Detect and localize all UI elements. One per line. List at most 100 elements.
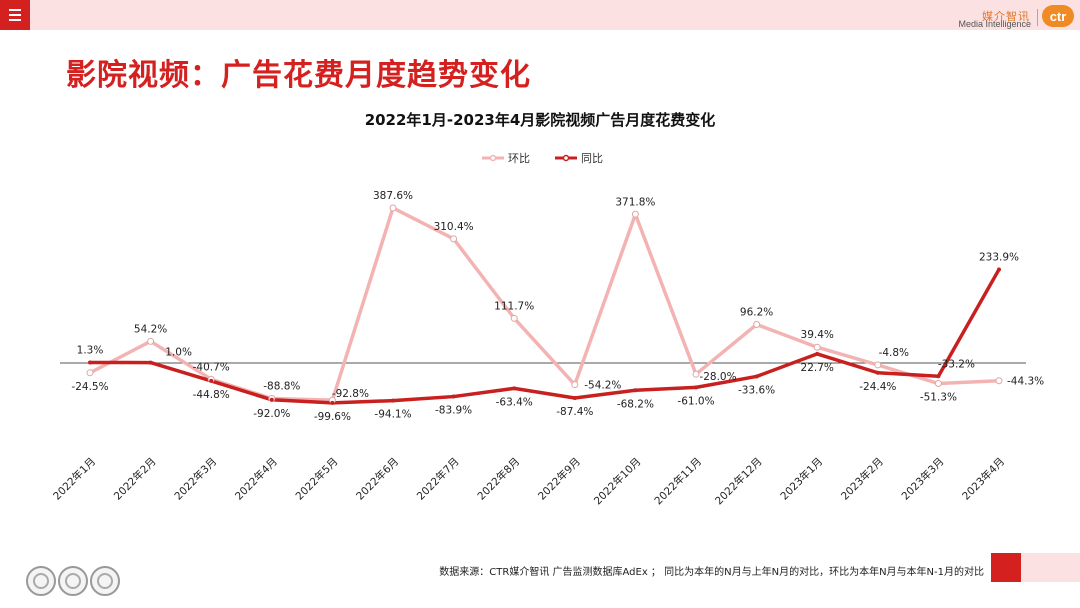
data-label-series-1: 1.3% <box>77 344 104 356</box>
certification-badges <box>26 566 120 596</box>
data-label-series-1: -61.0% <box>677 395 714 407</box>
data-label-series-1: -63.4% <box>496 396 533 408</box>
series-1-point <box>209 378 214 383</box>
series-0-point <box>813 343 821 351</box>
data-label-series-0: -28.0% <box>699 371 736 383</box>
x-tick-label: 2022年6月 <box>353 455 401 503</box>
series-1-point <box>269 397 274 402</box>
data-label-series-0: -92.8% <box>332 388 369 400</box>
series-0-point <box>995 377 1003 385</box>
series-0-point <box>571 381 579 389</box>
data-label-series-1: 1.0% <box>165 347 192 359</box>
data-label-series-0: 111.7% <box>494 300 534 312</box>
series-0-point <box>450 235 458 243</box>
x-tick-label: 2022年2月 <box>111 455 159 503</box>
certification-badge-icon <box>90 566 120 596</box>
data-label-series-0: -51.3% <box>920 392 957 404</box>
brand-divider <box>1037 9 1038 26</box>
x-tick-label: 2023年4月 <box>959 455 1007 503</box>
x-axis-ticks: 2022年1月 2022年2月 2022年3月 2022年4月 2022年5月 2022年… <box>50 455 1007 507</box>
data-label-series-1: -87.4% <box>556 406 593 418</box>
data-label-series-0: 387.6% <box>373 190 413 202</box>
data-label-series-0: 54.2% <box>134 323 167 335</box>
series-1-point <box>88 360 92 365</box>
data-label-series-1: 233.9% <box>979 251 1019 263</box>
series-1-point <box>391 398 395 403</box>
series-1-point <box>997 267 1001 272</box>
data-label-series-0: -54.2% <box>584 380 621 392</box>
data-label-series-0: 371.8% <box>615 196 655 208</box>
series-1-point <box>694 385 698 390</box>
data-label-series-1: -92.0% <box>253 408 290 420</box>
source-note: 数据来源：CTR媒介智讯 广告监测数据库AdEx ； 同比为本年的N月与上年N月… <box>439 567 984 578</box>
legend-label-0: 环比 <box>508 152 530 165</box>
x-tick-label: 2022年7月 <box>414 455 462 503</box>
series-1-point <box>512 386 517 391</box>
series-0-point <box>389 204 397 212</box>
series-line-1 <box>88 267 1001 405</box>
x-tick-label: 2022年8月 <box>475 455 523 503</box>
series-0-point <box>934 380 942 388</box>
series-0-point <box>86 369 94 377</box>
x-tick-label: 2023年1月 <box>778 455 826 503</box>
x-tick-label: 2023年2月 <box>838 455 886 503</box>
data-label-series-1: -33.6% <box>738 384 775 396</box>
data-label-series-0: 39.4% <box>801 329 834 341</box>
series-0-point <box>147 337 155 345</box>
series-1-point <box>633 388 638 393</box>
data-label-series-0: -40.7% <box>193 361 230 373</box>
series-1-point <box>451 394 456 399</box>
brand-name-en: Media Intelligence <box>958 19 1031 29</box>
x-tick-label: 2022年5月 <box>293 455 341 503</box>
series-1-point <box>815 351 820 356</box>
x-tick-label: 2022年4月 <box>232 455 280 503</box>
certification-badge-icon <box>58 566 88 596</box>
legend-label-1: 同比 <box>581 152 603 165</box>
series-1-point <box>875 370 880 375</box>
series-1-point <box>754 374 759 379</box>
data-label-series-1: -83.9% <box>435 405 472 417</box>
x-tick-label: 2022年10月 <box>591 455 643 507</box>
series-0-point <box>874 361 882 369</box>
legend-marker-0 <box>489 154 497 162</box>
data-label-series-0: -44.3% <box>1007 376 1044 388</box>
data-label-series-1: -94.1% <box>374 409 411 421</box>
data-label-series-0: 96.2% <box>740 307 773 319</box>
x-tick-label: 2022年9月 <box>535 455 583 503</box>
series-1-point <box>572 395 577 400</box>
x-tick-label: 2023年3月 <box>899 455 947 503</box>
chart-title: 2022年1月-2023年4月影院视频广告月度花费变化 <box>365 111 716 129</box>
series-1-point <box>330 400 335 405</box>
footer-accent <box>991 553 1021 582</box>
data-label-series-1: -68.2% <box>617 398 654 410</box>
data-label-series-0: -4.8% <box>879 347 909 359</box>
legend-marker-1 <box>562 154 570 162</box>
series-1-point <box>936 374 941 379</box>
series-0-point <box>753 321 761 329</box>
data-label-series-1: -24.4% <box>859 381 896 393</box>
series-layer: -24.5% 1.3% 54.2% 1.0%-40.7% -44.8% -88.8% -92… <box>71 190 1044 423</box>
x-tick-label: 2022年3月 <box>172 455 220 503</box>
series-0-point <box>692 370 700 378</box>
menu-icon[interactable] <box>0 0 30 30</box>
data-label-series-0: -88.8% <box>263 381 300 393</box>
x-tick-label: 2022年12月 <box>712 455 764 507</box>
top-bar <box>0 0 1080 30</box>
series-1-point <box>148 360 153 365</box>
ctr-logo-icon: ctr <box>1042 5 1074 27</box>
x-tick-label: 2022年1月 <box>50 455 98 503</box>
page-title: 影院视频：广告花费月度趋势变化 <box>66 58 531 93</box>
x-tick-label: 2022年11月 <box>652 455 704 507</box>
data-label-series-1: -99.6% <box>314 411 351 423</box>
data-label-series-1: 22.7% <box>801 362 834 374</box>
data-label-series-1: -44.8% <box>193 389 230 401</box>
series-0-point <box>510 314 518 322</box>
data-label-series-0: 310.4% <box>434 221 474 233</box>
series-0-point <box>631 210 639 218</box>
data-label-series-1: -33.2% <box>938 358 975 370</box>
brand-name-cn: 媒介智讯 <box>982 10 1030 23</box>
certification-badge-icon <box>26 566 56 596</box>
legend: 环比 同比 <box>482 152 603 165</box>
data-label-series-0: -24.5% <box>71 381 108 393</box>
